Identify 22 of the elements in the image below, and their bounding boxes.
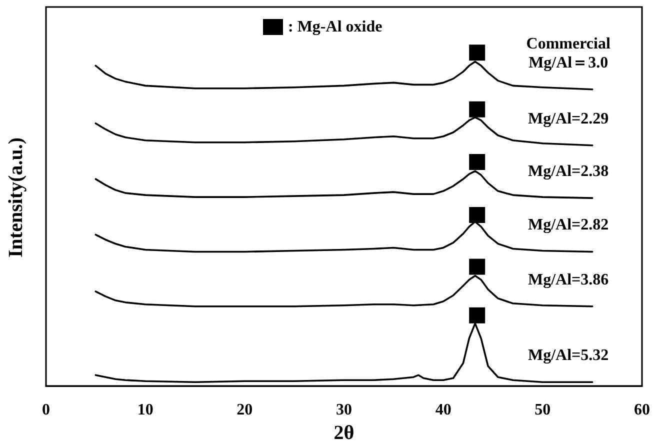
x-tick-label: 20 (236, 402, 253, 419)
series-label: Commercial Mg/Al＝3.0 (526, 35, 611, 72)
x-tick-label: 40 (435, 402, 452, 419)
series-label: Mg/Al=2.29 (528, 110, 609, 128)
x-tick-label: 50 (534, 402, 551, 419)
series-label: Mg/Al=5.32 (528, 347, 609, 364)
x-tick-label: 10 (137, 402, 154, 419)
series-label: Mg/Al=3.86 (528, 271, 609, 288)
point (469, 44, 486, 61)
y-axis-title: Intensity(a.u.) (5, 137, 27, 258)
x-tick-label: 60 (634, 402, 650, 419)
x-axis-title: 2θ (334, 422, 354, 444)
series-label: Mg/Al=2.38 (528, 163, 609, 180)
series-label: Mg/Al=2.82 (528, 216, 609, 234)
point (469, 154, 486, 170)
point (469, 258, 486, 275)
point (469, 101, 486, 118)
point (469, 207, 486, 224)
legend-label: : Mg-Al oxide (288, 18, 382, 36)
point (469, 307, 486, 324)
x-tick-label: 30 (336, 402, 352, 419)
x-tick-label: 0 (42, 402, 50, 419)
